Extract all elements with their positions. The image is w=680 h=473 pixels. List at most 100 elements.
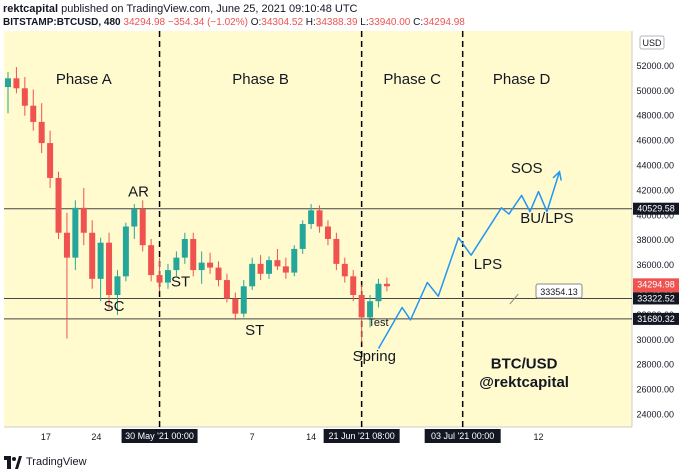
candle-body: [207, 262, 214, 268]
time-badge-label: 21 Jun '21 08:00: [328, 431, 394, 441]
chart-header: rektcapital published on TradingView.com…: [3, 2, 677, 32]
y-tick-label: 50000.00: [636, 86, 674, 96]
candle-body: [257, 263, 264, 274]
candle: [350, 270, 357, 302]
candle: [232, 292, 239, 320]
candle-body: [63, 232, 70, 258]
wyckoff-annotation: BU/LPS: [520, 210, 573, 227]
candle-body: [341, 263, 348, 277]
y-tick-label: 30000.00: [636, 335, 674, 345]
phase-label: Phase C: [383, 71, 441, 88]
candle-body: [5, 78, 11, 88]
candle: [367, 295, 374, 328]
candle: [21, 77, 28, 116]
price-badge-box: [633, 202, 679, 215]
candle-body: [122, 226, 129, 277]
price-badge: 33322.52: [633, 292, 679, 305]
phase-label: Phase B: [232, 71, 289, 88]
open-label: O:: [250, 17, 262, 28]
candle-body: [198, 262, 205, 271]
candle: [316, 205, 323, 233]
candle: [97, 237, 104, 302]
candle-body: [106, 242, 113, 295]
wyckoff-annotation: SC: [104, 298, 125, 315]
phase-label: Phase D: [493, 71, 551, 88]
candle-body: [316, 210, 323, 227]
tradingview-brand[interactable]: TradingView: [26, 456, 87, 468]
candle: [5, 72, 11, 114]
last-price: 34294.98: [123, 17, 166, 28]
candle-body: [156, 275, 163, 283]
candle: [282, 257, 289, 279]
price-chart[interactable]: Phase A Phase B Phase C Phase D AR SC ST ST Test…: [0, 0, 680, 452]
candle: [47, 130, 54, 188]
candle-body: [89, 232, 96, 279]
candle-body: [80, 207, 87, 233]
candle: [291, 245, 298, 277]
candle-body: [190, 238, 197, 271]
candle-body: [173, 257, 180, 271]
candle: [13, 67, 20, 94]
high-value: 34388.39: [315, 17, 358, 28]
candle-body: [13, 78, 20, 89]
x-tick-label: 24: [91, 432, 101, 442]
candle: [257, 255, 264, 281]
low-value: 33940.00: [368, 17, 411, 28]
y-tick-label: 40000.00: [636, 210, 674, 220]
candle: [383, 277, 390, 292]
candle: [223, 273, 230, 303]
candle-body: [215, 267, 222, 281]
candle-body: [266, 260, 273, 274]
candle: [122, 222, 129, 282]
plot-background: [4, 31, 632, 427]
y-tick-label: 42000.00: [636, 185, 674, 195]
tradingview-logo-icon[interactable]: [4, 456, 22, 469]
time-badge-box: [424, 429, 501, 443]
candle-body: [114, 276, 121, 295]
candle: [198, 251, 205, 284]
candle-body: [181, 238, 188, 258]
wyckoff-annotation: ST: [171, 273, 190, 290]
candle-body: [21, 88, 28, 106]
candle-body: [291, 248, 298, 273]
candle: [190, 232, 197, 277]
time-badge-label: 30 May '21 00:00: [125, 431, 194, 441]
candle: [333, 232, 340, 271]
time-badge: 03 Jul '21 00:00: [424, 429, 501, 443]
candle: [375, 278, 382, 308]
y-tick-label: 52000.00: [636, 61, 674, 71]
symbol-label[interactable]: BITSTAMP:BTCUSD, 480: [3, 17, 121, 28]
candle: [30, 89, 37, 131]
wyckoff-annotation: LPS: [474, 256, 502, 273]
time-badge-box: [121, 429, 198, 443]
candle: [164, 263, 171, 289]
candle-body: [308, 210, 315, 225]
currency-badge-label: USD: [642, 38, 662, 48]
price-callout: 33354.13: [509, 283, 583, 305]
footer-bar: TradingView: [0, 452, 680, 473]
candle-body: [164, 270, 171, 283]
y-tick-label: 38000.00: [636, 235, 674, 245]
candle-body: [47, 143, 54, 178]
low-label: L:: [360, 17, 369, 28]
wyckoff-annotation: AR: [128, 184, 149, 201]
projection-arrow-head: [552, 170, 562, 181]
candle-body: [30, 105, 37, 122]
wyckoff-annotation: @rektcapital: [479, 374, 569, 391]
price-badge: 31680.32: [633, 312, 679, 325]
candle-body: [131, 209, 138, 227]
candle: [55, 171, 62, 239]
candle: [114, 270, 121, 315]
candle: [173, 251, 180, 277]
wyckoff-annotation: Spring: [353, 348, 396, 365]
callout-label: 33354.13: [540, 287, 578, 297]
candle-body: [282, 266, 289, 273]
price-badge-box: [633, 292, 679, 305]
candle-body: [249, 263, 256, 287]
author-name[interactable]: rektcapital: [3, 3, 59, 15]
candle-body: [367, 301, 374, 318]
wyckoff-annotation: ST: [245, 322, 264, 339]
x-tick-label: 12: [533, 432, 543, 442]
x-tick-label: 17: [41, 432, 51, 442]
candle-body: [240, 286, 247, 314]
